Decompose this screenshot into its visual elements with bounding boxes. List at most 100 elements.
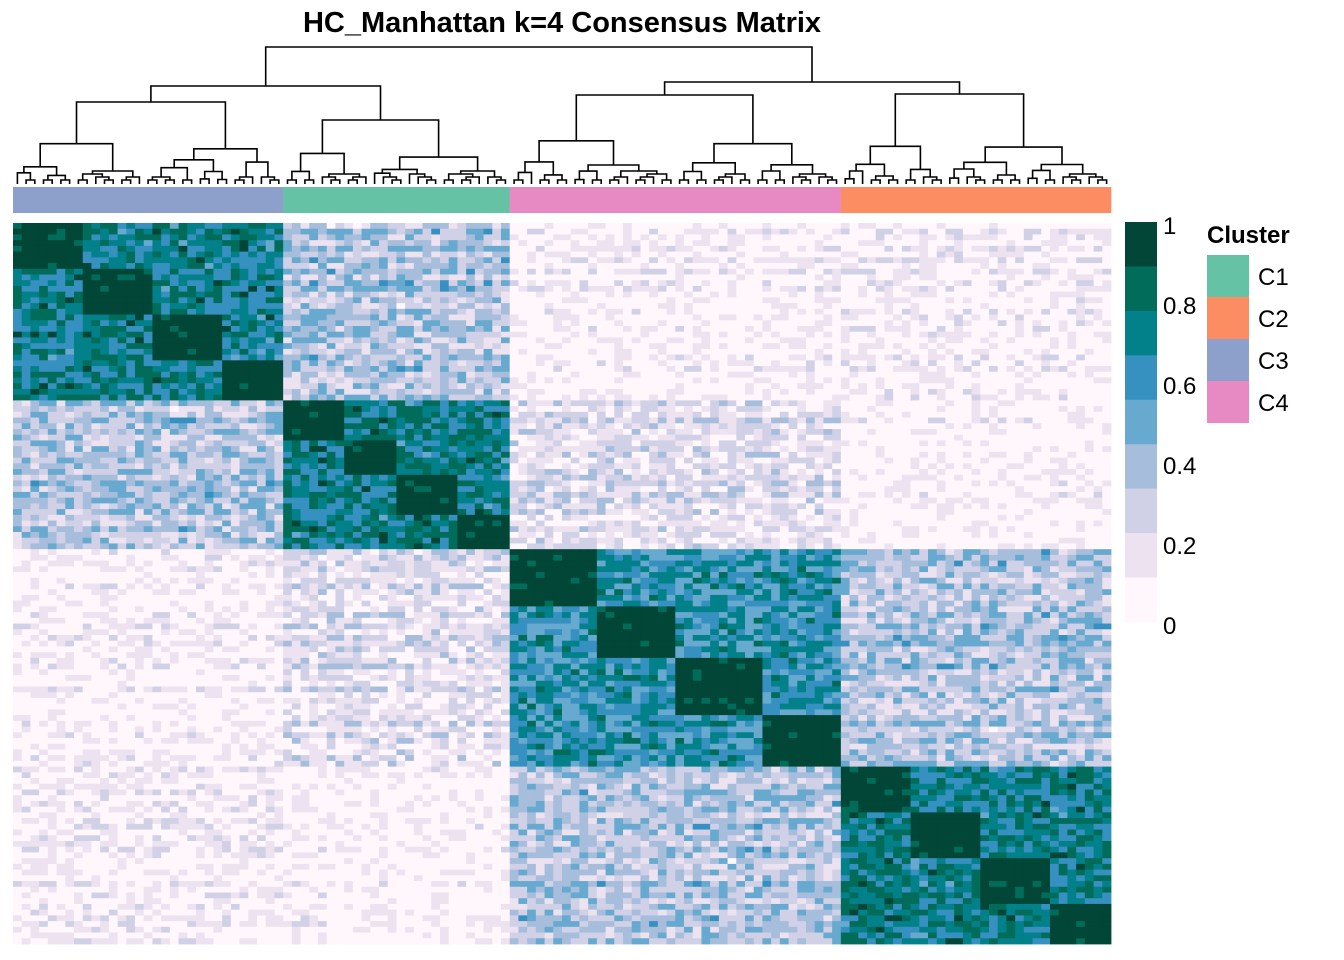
- heatmap-cell: [971, 394, 981, 401]
- heatmap-cell: [47, 440, 57, 447]
- heatmap-cell: [867, 263, 877, 270]
- heatmap-cell: [570, 331, 580, 338]
- heatmap-cell: [928, 268, 938, 275]
- heatmap-cell: [413, 240, 423, 247]
- heatmap-cell: [204, 291, 214, 298]
- heatmap-cell: [274, 320, 284, 327]
- heatmap-cell: [718, 326, 728, 333]
- heatmap-cell: [431, 411, 441, 418]
- heatmap-cell: [387, 240, 397, 247]
- heatmap-cell: [361, 268, 371, 275]
- heatmap-cell: [30, 223, 40, 230]
- heatmap-cell: [466, 377, 476, 384]
- heatmap-cell: [91, 251, 101, 258]
- heatmap-cell: [344, 285, 354, 293]
- heatmap-cell: [936, 280, 946, 287]
- heatmap-cell: [875, 331, 885, 338]
- heatmap-cell: [779, 394, 789, 401]
- heatmap-cell: [13, 383, 23, 390]
- heatmap-cell: [1067, 291, 1077, 298]
- heatmap-cell: [344, 314, 354, 321]
- heatmap-cell: [884, 366, 894, 373]
- heatmap-cell: [954, 303, 964, 310]
- heatmap-cell: [396, 400, 406, 407]
- heatmap-cell: [431, 337, 441, 344]
- heatmap-cell: [666, 434, 676, 441]
- heatmap-cell: [309, 434, 319, 441]
- heatmap-cell: [344, 297, 354, 304]
- heatmap-cell: [387, 348, 397, 356]
- heatmap-cell: [823, 308, 833, 315]
- heatmap-cell: [161, 343, 171, 350]
- heatmap-cell: [544, 223, 554, 230]
- heatmap-cell: [265, 245, 275, 253]
- heatmap-cell: [100, 429, 110, 436]
- heatmap-cell: [326, 337, 336, 344]
- heatmap-cell: [196, 434, 206, 441]
- heatmap-cell: [910, 411, 920, 418]
- heatmap-cell: [1050, 297, 1060, 304]
- heatmap-cell: [457, 406, 467, 413]
- heatmap-cell: [91, 291, 101, 298]
- heatmap-cell: [884, 371, 894, 378]
- heatmap-cell: [309, 429, 319, 436]
- heatmap-cell: [501, 371, 511, 378]
- heatmap-cell: [230, 314, 240, 321]
- heatmap-cell: [980, 291, 990, 298]
- heatmap-cell: [1076, 348, 1086, 356]
- heatmap-cell: [509, 303, 519, 310]
- heatmap-cell: [396, 263, 406, 270]
- heatmap-cell: [806, 417, 816, 424]
- heatmap-cell: [1084, 406, 1094, 413]
- heatmap-cell: [1050, 383, 1060, 390]
- heatmap-cell: [579, 343, 589, 350]
- heatmap-cell: [684, 331, 694, 338]
- annotation-c3: [13, 187, 284, 213]
- heatmap-cell: [649, 223, 659, 230]
- heatmap-cell: [745, 240, 755, 247]
- heatmap-cell: [753, 303, 763, 310]
- heatmap-cell: [135, 320, 145, 327]
- heatmap-cell: [649, 240, 659, 247]
- heatmap-cell: [413, 245, 423, 253]
- heatmap-cell: [562, 371, 572, 378]
- heatmap-cell: [919, 371, 929, 378]
- heatmap-cell: [797, 268, 807, 275]
- heatmap-cell: [614, 251, 624, 258]
- heatmap-cell: [222, 263, 232, 270]
- heatmap-cell: [13, 337, 23, 344]
- heatmap-cell: [1084, 394, 1094, 401]
- heatmap-cell: [1102, 331, 1112, 338]
- heatmap-cell: [108, 280, 118, 287]
- dendrogram-branch: [304, 179, 315, 184]
- heatmap-cell: [997, 274, 1007, 281]
- heatmap-cell: [570, 360, 580, 367]
- heatmap-cell: [47, 297, 57, 304]
- heatmap-cell: [283, 234, 293, 241]
- heatmap-cell: [448, 234, 458, 241]
- heatmap-cell: [623, 326, 633, 333]
- heatmap-cell: [466, 268, 476, 275]
- heatmap-cell: [745, 291, 755, 298]
- heatmap-cell: [1067, 285, 1077, 293]
- heatmap-cell: [204, 417, 214, 424]
- heatmap-cell: [884, 326, 894, 333]
- heatmap-cell: [745, 411, 755, 418]
- heatmap-cell: [1084, 366, 1094, 373]
- heatmap-cell: [143, 348, 153, 356]
- heatmap-cell: [605, 320, 615, 327]
- heatmap-cell: [483, 285, 493, 293]
- heatmap-cell: [248, 383, 258, 390]
- heatmap-cell: [858, 411, 868, 418]
- heatmap-cell: [283, 291, 293, 298]
- heatmap-cell: [161, 245, 171, 253]
- heatmap-cell: [265, 354, 275, 361]
- heatmap-cell: [875, 434, 885, 441]
- dendrogram-branch: [443, 179, 454, 184]
- heatmap-cell: [936, 400, 946, 407]
- heatmap-cell: [309, 280, 319, 287]
- heatmap-cell: [596, 371, 606, 378]
- heatmap-cell: [771, 280, 781, 287]
- heatmap-cell: [762, 388, 772, 396]
- heatmap-cell: [47, 423, 57, 430]
